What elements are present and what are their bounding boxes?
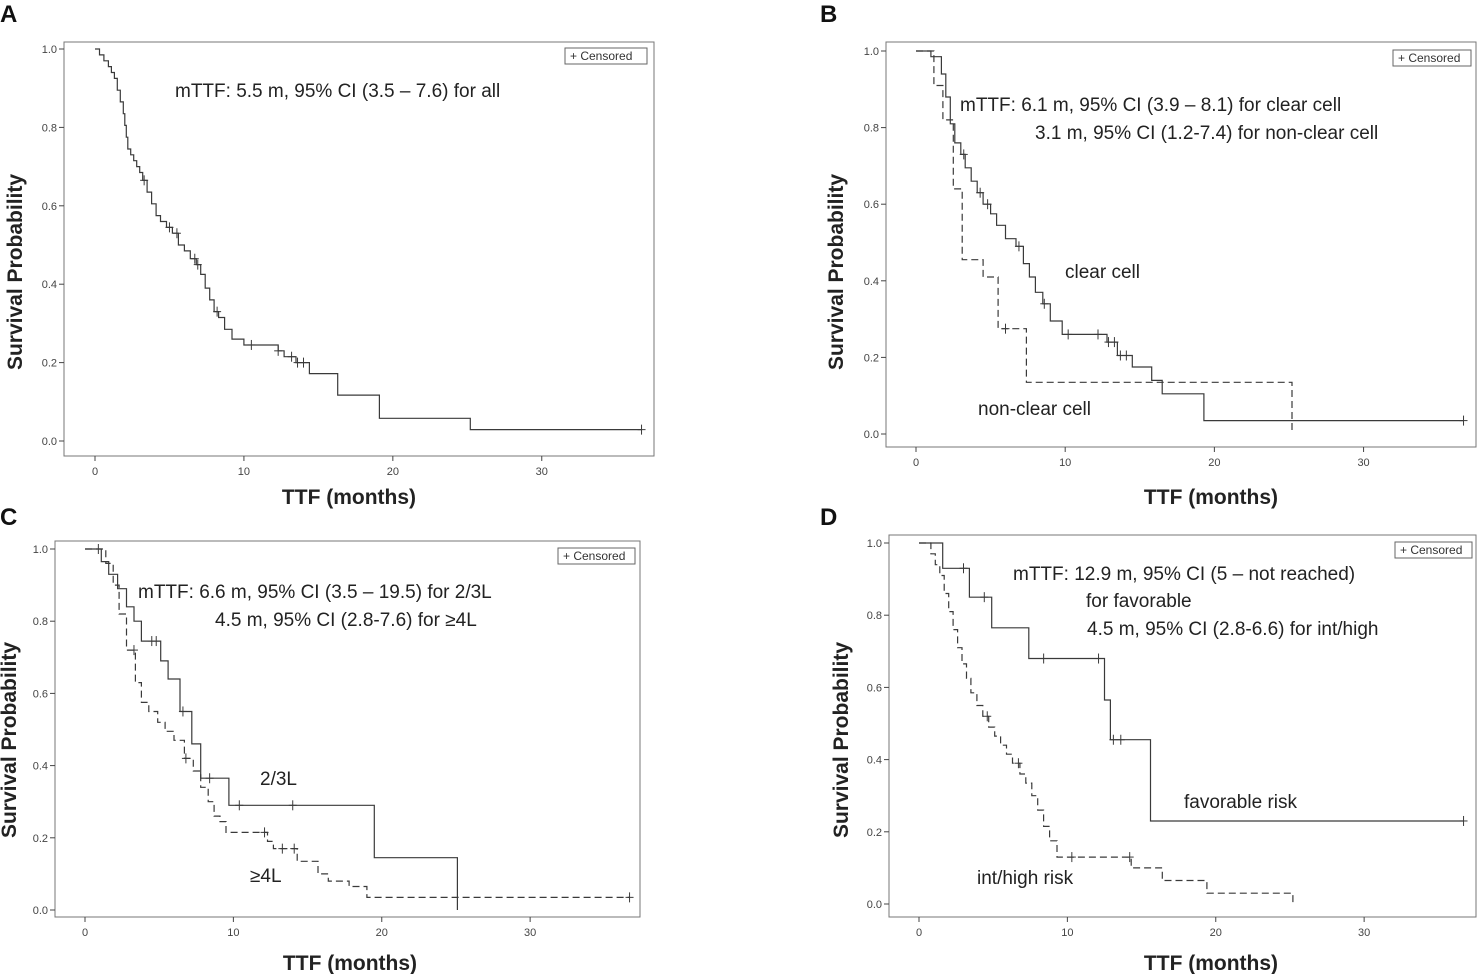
x-tick-label: 30 (1357, 457, 1369, 469)
y-axis-title: Survival Probability (825, 174, 848, 370)
annotation: mTTF: 6.1 m, 95% CI (3.9 – 8.1) for clea… (960, 95, 1341, 116)
x-tick-label: 10 (238, 466, 250, 478)
km-curve-all (95, 48, 642, 431)
annotation: mTTF: 12.9 m, 95% CI (5 – not reached) (1013, 564, 1355, 585)
annotation: ≥4L (250, 866, 282, 887)
x-tick-label: 0 (82, 927, 88, 939)
y-tick-label: 0.6 (33, 688, 48, 700)
y-axis-title: Survival Probability (0, 642, 21, 838)
y-tick-label: 0.8 (867, 610, 882, 622)
x-tick-label: 10 (1059, 457, 1071, 469)
y-tick-label: 0.6 (867, 682, 882, 694)
y-tick-label: 0.8 (33, 616, 48, 628)
x-tick-label: 20 (376, 927, 388, 939)
legend-box (1394, 541, 1473, 559)
y-tick-label: 0.8 (42, 122, 57, 134)
x-axis-title: TTF (months) (1144, 952, 1278, 974)
y-axis-title: Survival Probability (830, 642, 853, 838)
plot-frame (63, 41, 655, 457)
y-tick-label: 0.2 (42, 358, 57, 370)
y-tick-label: 0.2 (864, 352, 879, 364)
annotation: 4.5 m, 95% CI (2.8-6.6) for int/high (1087, 619, 1378, 640)
annotation: 2/3L (260, 769, 297, 790)
y-tick-label: 0.0 (867, 899, 882, 911)
x-tick-label: 20 (1210, 927, 1222, 939)
y-axis-title: Survival Probability (4, 174, 27, 370)
y-tick-label: 0.6 (42, 201, 57, 213)
legend-box (564, 47, 648, 65)
x-axis-title: TTF (months) (283, 952, 417, 974)
x-tick-label: 10 (1061, 927, 1073, 939)
legend-label: + Censored (1400, 543, 1462, 557)
y-tick-label: 1.0 (42, 44, 57, 56)
legend-label: + Censored (563, 549, 625, 563)
panel-letter: B (820, 1, 837, 28)
annotation: 3.1 m, 95% CI (1.2-7.4) for non-clear ce… (1035, 123, 1378, 144)
plot-frame (885, 41, 1477, 448)
panel-c: C 0.0 0.2 0.4 0.6 0.8 1.0 0 10 20 30 TTF (months) Su… (0, 504, 641, 974)
x-tick-label: 30 (524, 927, 536, 939)
y-tick-label: 0.0 (33, 905, 48, 917)
panel-d: D 0.0 0.2 0.4 0.6 0.8 1.0 0 10 20 30 TTF (months) Su… (820, 504, 1477, 974)
y-tick-label: 0.4 (864, 276, 879, 288)
plot-frame (888, 534, 1477, 918)
y-tick-label: 0.8 (864, 123, 879, 135)
y-tick-label: 0.4 (33, 761, 48, 773)
plot-frame (54, 540, 641, 918)
y-tick-label: 0.2 (33, 833, 48, 845)
annotation: favorable risk (1184, 792, 1297, 813)
x-axis-title: TTF (months) (282, 486, 416, 509)
annotation: int/high risk (977, 868, 1074, 889)
x-tick-label: 20 (1208, 457, 1220, 469)
legend-box (557, 547, 636, 565)
km-curve-int-high-risk (919, 542, 1294, 904)
legend-box (1392, 49, 1472, 67)
x-tick-label: 0 (916, 927, 922, 939)
panel-a: A 0.0 0.2 0.4 0.6 0.8 1.0 0 10 20 30 TTF (months) Su… (0, 1, 655, 509)
y-tick-label: 0.4 (867, 755, 882, 767)
y-tick-label: 1.0 (864, 46, 879, 58)
x-tick-label: 20 (387, 466, 399, 478)
y-tick-label: 0.4 (42, 279, 57, 291)
x-tick-label: 0 (92, 466, 98, 478)
y-tick-label: 0.0 (864, 429, 879, 441)
annotation: 4.5 m, 95% CI (2.8-7.6) for ≥4L (215, 610, 477, 631)
km-curve-2-3l (85, 548, 458, 910)
annotation: for favorable (1086, 591, 1192, 612)
y-tick-label: 0.2 (867, 827, 882, 839)
legend-label: + Censored (570, 49, 632, 63)
y-tick-label: 0.6 (864, 199, 879, 211)
x-axis-title: TTF (months) (1144, 486, 1278, 509)
annotation: mTTF: 6.6 m, 95% CI (3.5 – 19.5) for 2/3… (138, 582, 492, 603)
km-curve-favorable-risk (919, 542, 1464, 822)
km-curve-non-clear-cell (916, 50, 1293, 434)
x-tick-label: 30 (536, 466, 548, 478)
legend-label: + Censored (1398, 51, 1460, 65)
panel-b: B 0.0 0.2 0.4 0.6 0.8 1.0 0 10 20 30 TTF (months) Su… (820, 1, 1477, 509)
annotation: clear cell (1065, 262, 1140, 283)
x-tick-label: 30 (1358, 927, 1370, 939)
x-tick-label: 10 (227, 927, 239, 939)
y-tick-label: 1.0 (33, 544, 48, 556)
annotation: mTTF: 5.5 m, 95% CI (3.5 – 7.6) for all (175, 81, 500, 102)
y-tick-label: 0.0 (42, 436, 57, 448)
annotation: non-clear cell (978, 399, 1091, 420)
y-tick-label: 1.0 (867, 538, 882, 550)
panel-letter: C (0, 504, 17, 531)
km-curve--4l (85, 548, 630, 898)
panel-letter: D (820, 504, 837, 531)
x-tick-label: 0 (913, 457, 919, 469)
panel-letter: A (0, 1, 17, 28)
